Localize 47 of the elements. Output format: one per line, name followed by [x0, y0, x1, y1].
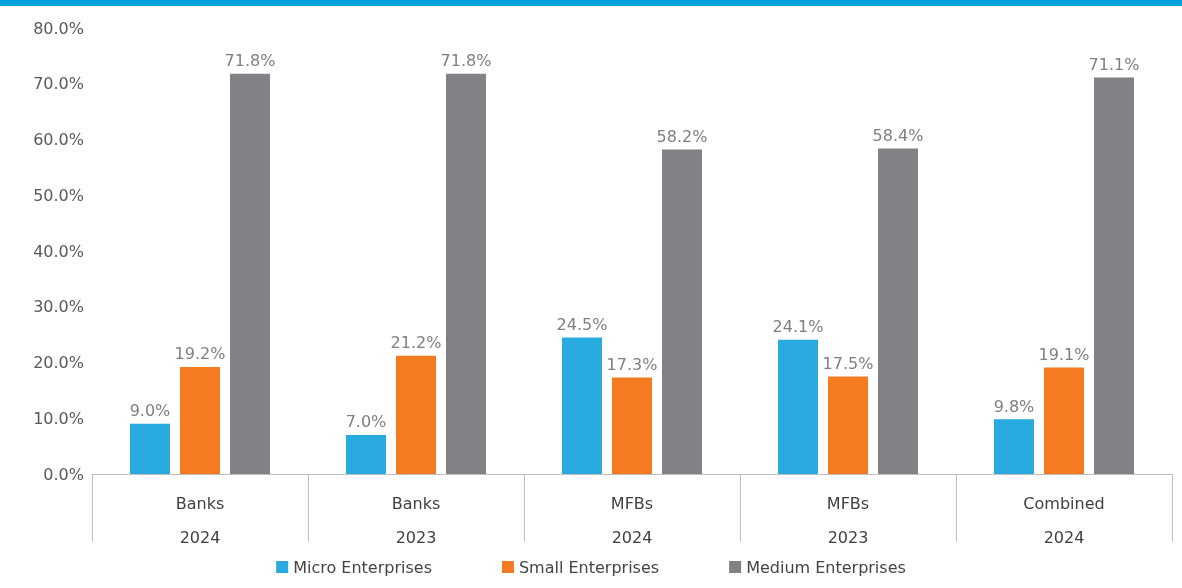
- legend-label: Micro Enterprises: [293, 557, 432, 577]
- bar: [446, 73, 486, 474]
- bar: [180, 366, 220, 474]
- bar: [994, 419, 1034, 474]
- data-label: 58.2%: [656, 127, 708, 147]
- bar: [1044, 367, 1084, 474]
- y-tick-label: 60.0%: [33, 130, 84, 149]
- data-label: 71.8%: [440, 51, 492, 71]
- y-tick-label: 50.0%: [33, 185, 84, 205]
- data-label: 17.5%: [822, 353, 874, 373]
- legend-label: Small Enterprises: [518, 557, 660, 577]
- x-tick-label: Banks 2023: [391, 493, 441, 547]
- bar: [828, 376, 868, 474]
- data-label: 71.1%: [1088, 55, 1140, 75]
- data-label: 19.2%: [174, 344, 226, 364]
- data-label: 58.4%: [872, 125, 924, 145]
- data-label: 9.8%: [993, 396, 1035, 416]
- data-label: 71.8%: [224, 51, 276, 71]
- data-label: 24.1%: [772, 317, 824, 337]
- bar: [1094, 77, 1134, 474]
- data-label: 9.0%: [129, 401, 171, 421]
- data-label: 21.2%: [390, 333, 442, 353]
- bar: [778, 339, 818, 474]
- x-tick-label: Combined 2024: [1023, 493, 1105, 547]
- bar: [346, 434, 386, 474]
- bar: [612, 377, 652, 474]
- x-tick-label: MFBs 2024: [610, 493, 654, 547]
- bar: [662, 149, 702, 474]
- y-tick-label: 80.0%: [33, 18, 84, 38]
- bar: [130, 423, 170, 474]
- y-tick-label: 70.0%: [33, 74, 84, 94]
- bar: [230, 73, 270, 474]
- data-label: 7.0%: [345, 412, 387, 432]
- y-tick-label: 0.0%: [43, 464, 84, 484]
- y-tick-label: 20.0%: [33, 353, 84, 372]
- bar: [878, 148, 918, 474]
- bar: [396, 355, 436, 474]
- data-label: 17.3%: [606, 355, 658, 375]
- y-tick-label: 30.0%: [33, 297, 84, 317]
- bar: [562, 337, 602, 474]
- legend-label: Medium Enterprises: [746, 557, 906, 577]
- data-label: 24.5%: [556, 314, 608, 334]
- x-tick-label: Banks 2024: [175, 493, 225, 547]
- data-label: 19.1%: [1038, 345, 1090, 365]
- y-tick-label: 10.0%: [33, 408, 84, 428]
- y-tick-label: 40.0%: [33, 241, 84, 261]
- x-tick-label: MFBs 2023: [826, 493, 870, 547]
